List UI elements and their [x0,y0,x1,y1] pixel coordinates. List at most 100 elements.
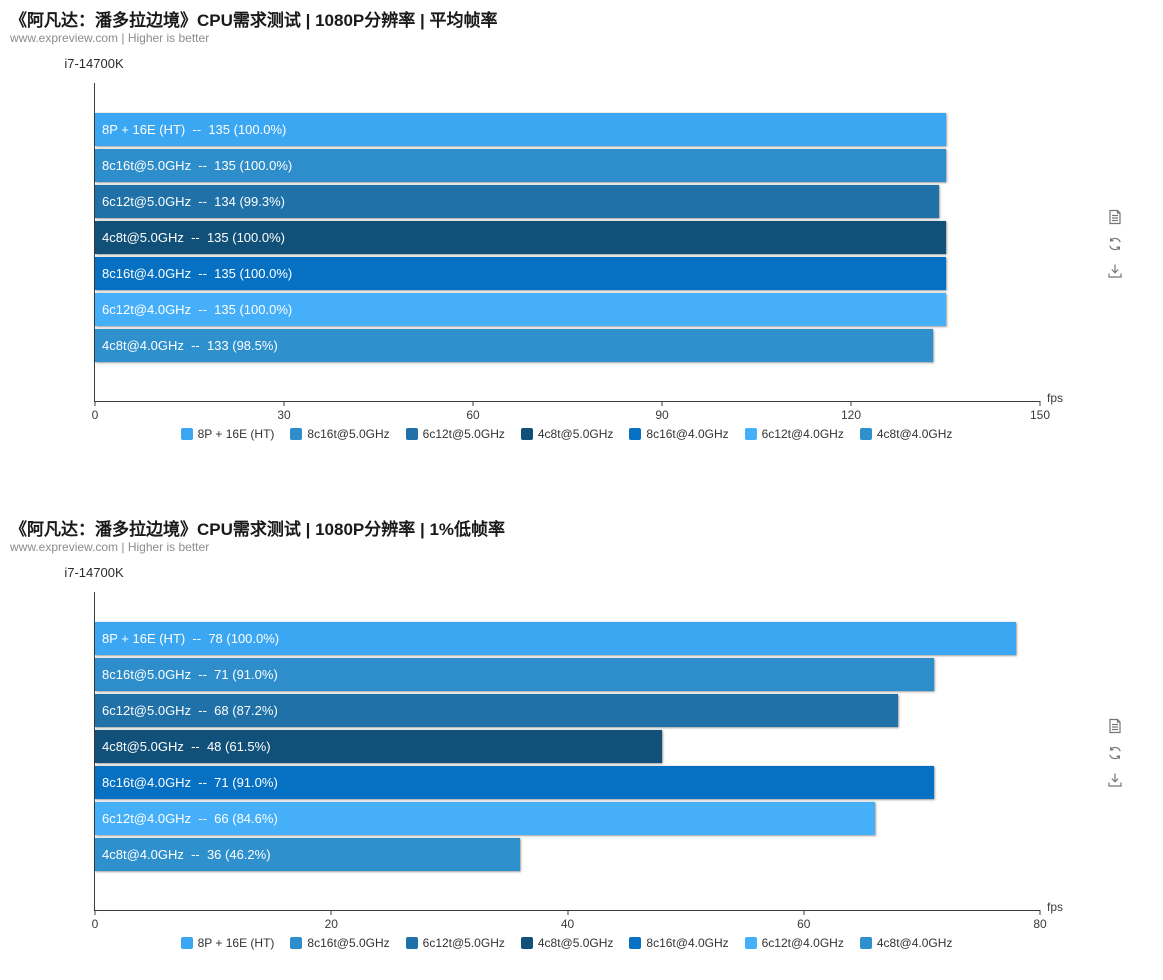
restore-icon[interactable] [1106,744,1124,762]
x-axis-tick [1039,401,1041,406]
legend-swatch [405,937,418,949]
legend-label: 8c16t@4.0GHz [646,936,729,950]
bar[interactable]: 8c16t@5.0GHz -- 71 (91.0%) [95,658,934,691]
legend-item[interactable]: 4c8t@5.0GHz [520,427,614,441]
legend-item[interactable]: 6c12t@4.0GHz [744,936,844,950]
chart-legend: 8P + 16E (HT) 8c16t@5.0GHz 6c12t@5.0GHz 4c8… [94,427,1039,441]
chart-legend: 8P + 16E (HT) 8c16t@5.0GHz 6c12t@5.0GHz 4c8… [94,936,1039,950]
bar-label: 8P + 16E (HT) -- 78 (100.0%) [102,631,280,646]
bar[interactable]: 8P + 16E (HT) -- 78 (100.0%) [95,622,1017,655]
plot-area: 8P + 16E (HT) -- 135 (100.0%) 8c16t@5.0GH… [92,83,1063,422]
legend-item[interactable]: 6c12t@5.0GHz [405,427,505,441]
legend-swatch [520,428,533,440]
legend-item[interactable]: 8c16t@4.0GHz [629,936,729,950]
legend-label: 6c12t@4.0GHz [761,427,844,441]
x-axis-tick-label: 90 [655,408,669,422]
x-axis-tick-label: 150 [1029,408,1051,422]
category-label: i7-14700K [64,565,124,580]
bar-label: 6c12t@5.0GHz -- 134 (99.3%) [102,194,285,209]
chart-section-1pct-low-fps: 《阿凡达：潘多拉边境》CPU需求测试 | 1080P分辨率 | 1%低帧率 ww… [0,509,1163,980]
legend-swatch [629,937,642,949]
legend-swatch [859,428,872,440]
x-axis-tick-label: 120 [840,408,862,422]
legend-label: 8c16t@5.0GHz [307,936,390,950]
x-axis-tick [94,401,96,406]
bar[interactable]: 6c12t@4.0GHz -- 135 (100.0%) [95,293,946,326]
bar-label: 4c8t@5.0GHz -- 48 (61.5%) [102,739,271,754]
bar[interactable]: 6c12t@5.0GHz -- 134 (99.3%) [95,185,940,218]
category-label: i7-14700K [64,56,124,71]
bar-label: 8c16t@4.0GHz -- 135 (100.0%) [102,266,293,281]
x-axis-tick-label: 20 [324,917,338,931]
save-image-icon[interactable] [1106,262,1124,280]
save-image-icon[interactable] [1106,771,1124,789]
x-axis-tick [567,910,568,915]
restore-icon[interactable] [1106,235,1124,253]
legend-swatch [859,937,872,949]
x-axis-tick [472,401,474,406]
x-axis-tick [850,401,852,406]
legend-label: 4c8t@4.0GHz [876,936,953,950]
legend-item[interactable]: 4c8t@4.0GHz [859,427,953,441]
bar-label: 8c16t@4.0GHz -- 71 (91.0%) [102,775,278,790]
bar[interactable]: 4c8t@4.0GHz -- 36 (46.2%) [95,838,521,871]
bar[interactable]: 4c8t@5.0GHz -- 135 (100.0%) [95,221,946,254]
bar[interactable]: 8c16t@5.0GHz -- 135 (100.0%) [95,149,946,182]
x-axis-tick [94,910,96,915]
plot-area: 8P + 16E (HT) -- 78 (100.0%) 8c16t@5.0GHz… [92,592,1063,931]
bar-label: 4c8t@4.0GHz -- 36 (46.2%) [102,847,271,862]
legend-item[interactable]: 6c12t@5.0GHz [405,936,505,950]
legend-label: 6c12t@5.0GHz [422,427,505,441]
legend-label: 8c16t@4.0GHz [646,427,729,441]
legend-swatch [744,937,757,949]
legend-label: 8P + 16E (HT) [197,936,275,950]
chart-toolbar [1106,208,1124,280]
bar-label: 4c8t@4.0GHz -- 133 (98.5%) [102,338,278,353]
legend-item[interactable]: 6c12t@4.0GHz [744,427,844,441]
bar-label: 8c16t@5.0GHz -- 135 (100.0%) [102,158,293,173]
legend-item[interactable]: 8c16t@4.0GHz [629,427,729,441]
legend-swatch [290,428,303,440]
legend-item[interactable]: 8P + 16E (HT) [180,427,275,441]
x-axis-tick-label: 60 [797,917,811,931]
legend-label: 6c12t@4.0GHz [761,936,844,950]
legend-item[interactable]: 8P + 16E (HT) [180,936,275,950]
x-axis-tick-label: 60 [466,408,480,422]
legend-item[interactable]: 8c16t@5.0GHz [290,427,390,441]
bar[interactable]: 8c16t@4.0GHz -- 71 (91.0%) [95,766,934,799]
x-axis-tick-label: 40 [560,917,575,931]
legend-swatch [405,428,418,440]
x-axis-tick [803,910,805,915]
data-view-icon[interactable] [1106,208,1124,226]
bar-label: 6c12t@4.0GHz -- 135 (100.0%) [102,302,293,317]
bar-label: 4c8t@5.0GHz -- 135 (100.0%) [102,230,285,245]
chart-title: 《阿凡达：潘多拉边境》CPU需求测试 | 1080P分辨率 | 平均帧率 [10,11,498,30]
bars-container: 8P + 16E (HT) -- 78 (100.0%) 8c16t@5.0GHz… [95,622,1040,874]
bar-label: 8P + 16E (HT) -- 135 (100.0%) [102,122,287,137]
x-axis-tick-label: 80 [1033,917,1047,931]
legend-swatch [180,937,193,949]
legend-swatch [180,428,193,440]
x-axis-tick [330,910,332,915]
bar[interactable]: 8c16t@4.0GHz -- 135 (100.0%) [95,257,946,290]
x-axis-unit-label: fps [1047,391,1064,405]
bar[interactable]: 6c12t@4.0GHz -- 66 (84.6%) [95,802,875,835]
chart-toolbar [1106,717,1124,789]
bar[interactable]: 8P + 16E (HT) -- 135 (100.0%) [95,113,946,146]
x-axis-tick-label: 30 [277,408,291,422]
legend-item[interactable]: 8c16t@5.0GHz [290,936,390,950]
bar[interactable]: 6c12t@5.0GHz -- 68 (87.2%) [95,694,899,727]
x-axis-unit-label: fps [1047,900,1064,914]
legend-item[interactable]: 4c8t@4.0GHz [859,936,953,950]
legend-label: 8P + 16E (HT) [197,427,275,441]
legend-item[interactable]: 4c8t@5.0GHz [520,936,614,950]
legend-label: 4c8t@4.0GHz [876,427,953,441]
chart-title: 《阿凡达：潘多拉边境》CPU需求测试 | 1080P分辨率 | 1%低帧率 [10,520,506,539]
x-axis-tick [283,401,285,406]
legend-label: 4c8t@5.0GHz [537,427,614,441]
data-view-icon[interactable] [1106,717,1124,735]
legend-label: 4c8t@5.0GHz [537,936,614,950]
bars-container: 8P + 16E (HT) -- 135 (100.0%) 8c16t@5.0GH… [95,113,1040,365]
bar[interactable]: 4c8t@5.0GHz -- 48 (61.5%) [95,730,662,763]
bar[interactable]: 4c8t@4.0GHz -- 133 (98.5%) [95,329,933,362]
